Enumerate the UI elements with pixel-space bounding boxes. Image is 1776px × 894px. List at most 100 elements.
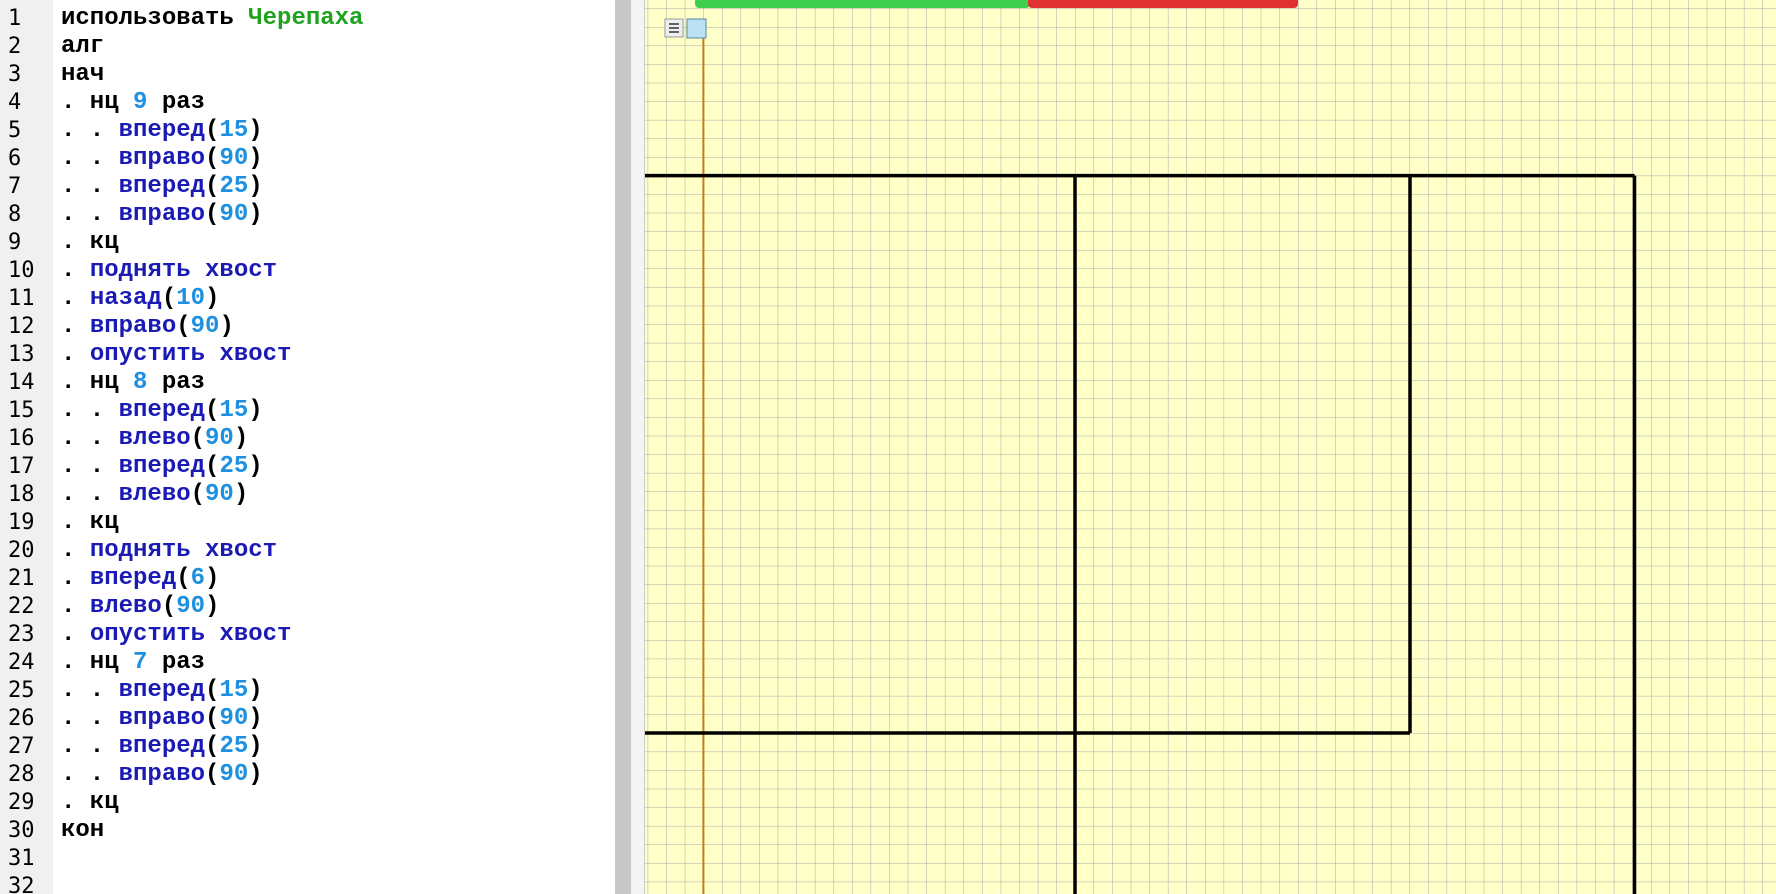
line-number: 14 — [8, 370, 35, 395]
line-number: 10 — [8, 258, 35, 283]
code-token: . — [61, 313, 90, 340]
code-text: . . влево(90) — [61, 425, 248, 453]
code-token: . — [61, 341, 90, 368]
code-token: вправо — [118, 145, 206, 172]
code-token: ( — [190, 425, 206, 452]
code-line: 27 . . вперед(25) — [0, 733, 615, 761]
line-number: 18 — [8, 482, 35, 507]
code-line: 4 . нц 9 раз — [0, 89, 615, 117]
code-line: 22. влево(90) — [0, 593, 615, 621]
code-token: влево — [118, 425, 191, 452]
code-line: 12. вправо(90) — [0, 313, 615, 341]
toolbar-green[interactable] — [695, 0, 1030, 8]
code-text: . . вперед(15) — [61, 397, 263, 425]
code-editor[interactable]: 1 использовать Черепаха 2 алг 3 нач 4 . нц 9 ра… — [0, 0, 615, 894]
line-number: 15 — [8, 398, 35, 423]
line-number: 28 — [8, 762, 35, 787]
code-token: 10 — [176, 285, 206, 312]
code-token: 9 — [133, 89, 148, 116]
line-number: 2 — [8, 34, 22, 59]
code-line: 10. поднять хвост — [0, 257, 615, 285]
code-text: . . вперед(15) — [61, 677, 263, 705]
code-text: . кц — [61, 789, 119, 817]
menu-icon[interactable] — [664, 18, 684, 38]
code-text: . назад(10) — [61, 285, 219, 313]
line-number: 13 — [8, 342, 35, 367]
code-text: . . вправо(90) — [61, 761, 263, 789]
code-line: 8 . . вправо(90) — [0, 201, 615, 229]
line-number: 8 — [8, 202, 22, 227]
code-line: 15 . . вперед(15) — [0, 397, 615, 425]
code-token: . . — [61, 481, 119, 508]
code-token: . . — [61, 705, 119, 732]
code-token: ) — [248, 733, 263, 760]
code-token: ( — [176, 565, 191, 592]
code-token: ) — [248, 117, 263, 144]
code-token: нач — [61, 61, 105, 88]
code-token: вперед — [118, 397, 206, 424]
code-token: вперед — [118, 453, 206, 480]
code-text: . вперед(6) — [61, 565, 219, 593]
code-token: 90 — [190, 313, 220, 340]
code-token: вперед — [118, 117, 206, 144]
code-token: вперед — [118, 173, 206, 200]
line-number: 31 — [8, 846, 35, 871]
code-token: 15 — [219, 117, 249, 144]
code-token: вправо — [118, 201, 206, 228]
splitter[interactable] — [631, 0, 645, 894]
code-token: ( — [205, 705, 220, 732]
code-token: ( — [161, 285, 177, 312]
code-line: 14 . нц 8 раз — [0, 369, 615, 397]
code-text: кон — [61, 817, 104, 845]
code-line: 19 . кц — [0, 509, 615, 537]
code-token: . . — [61, 677, 119, 704]
code-token: ) — [233, 481, 249, 508]
code-token: ) — [248, 397, 263, 424]
code-line: 25 . . вперед(15) — [0, 677, 615, 705]
code-token: кон — [61, 817, 105, 844]
code-token: ) — [248, 173, 263, 200]
code-token: 15 — [219, 677, 249, 704]
code-token: . — [61, 593, 90, 620]
code-text: . . вперед(15) — [61, 117, 263, 145]
code-token: ) — [233, 425, 249, 452]
code-token: ) — [205, 565, 220, 592]
line-number: 16 — [8, 426, 35, 451]
line-number: 29 — [8, 790, 35, 815]
code-token: 25 — [219, 453, 249, 480]
code-text: . . вперед(25) — [61, 173, 263, 201]
code-token: 7 — [133, 649, 148, 676]
toolbar-red[interactable] — [1028, 0, 1298, 8]
line-number: 27 — [8, 734, 35, 759]
code-token: ) — [248, 453, 263, 480]
line-number: 19 — [8, 510, 35, 535]
code-token: . . — [61, 117, 119, 144]
turtle-icon[interactable] — [686, 18, 707, 39]
code-token: ( — [205, 733, 220, 760]
code-token: вперед — [118, 733, 206, 760]
code-text: . . вперед(25) — [61, 733, 263, 761]
code-token: ( — [205, 397, 220, 424]
code-line: 7 . . вперед(25) — [0, 173, 615, 201]
code-token: 90 — [219, 705, 249, 732]
code-text: . . вперед(25) — [61, 453, 263, 481]
line-number: 7 — [8, 174, 22, 199]
code-token: 90 — [219, 761, 249, 788]
code-token: ) — [248, 677, 263, 704]
code-token: ( — [205, 677, 220, 704]
code-token: . кц — [61, 789, 119, 816]
scrollbar[interactable] — [615, 0, 631, 894]
code-text: . кц — [61, 229, 119, 257]
code-token: ) — [219, 313, 234, 340]
code-token: опустить хвост — [89, 341, 292, 368]
code-token: ( — [205, 145, 220, 172]
line-number: 30 — [8, 818, 35, 843]
code-token: ) — [205, 285, 220, 312]
code-line: 16 . . влево(90) — [0, 425, 615, 453]
code-token: раз — [147, 369, 206, 396]
code-token: ( — [205, 173, 220, 200]
code-line: 2 алг — [0, 33, 615, 61]
code-token: ( — [205, 117, 220, 144]
code-token: ) — [248, 145, 263, 172]
